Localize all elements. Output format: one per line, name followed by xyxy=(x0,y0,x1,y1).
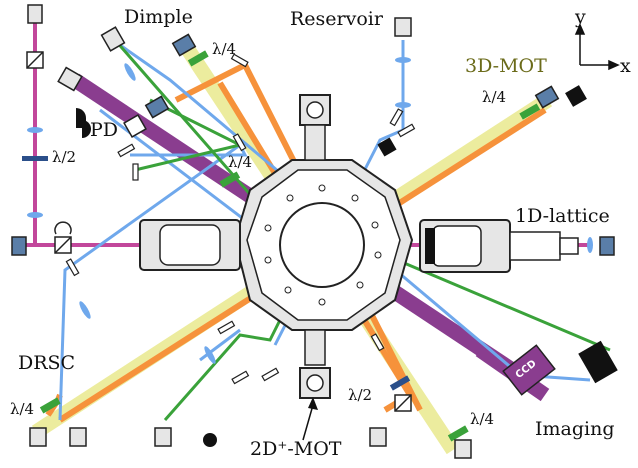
top-port xyxy=(299,94,331,161)
label-2d-mot: 2D⁺-MOT xyxy=(250,438,342,460)
beam-dump-icon xyxy=(76,85,618,447)
axes-icon xyxy=(574,23,620,71)
label-1d-lattice: 1D-lattice xyxy=(515,205,610,227)
label-dimple: Dimple xyxy=(124,6,193,28)
mot2d-arrow xyxy=(302,397,318,441)
waveplate-label-quarter-dimple: λ/4 xyxy=(212,40,237,58)
camera-icon xyxy=(502,344,556,396)
right-port xyxy=(419,219,579,273)
waveplate-label-quarter-3dmot: λ/4 xyxy=(482,88,507,106)
label-3d-mot: 3D-MOT xyxy=(465,55,547,77)
label-reservoir: Reservoir xyxy=(290,8,383,30)
photodiode-icon xyxy=(82,120,91,138)
lens-icon xyxy=(27,57,593,364)
waveplate-label-half-bottom: λ/2 xyxy=(348,386,373,404)
vacuum-chamber xyxy=(233,159,414,331)
axis-label-y: y xyxy=(575,6,586,28)
label-drsc: DRSC xyxy=(18,352,76,374)
waveplate-label-quarter-drsc: λ/4 xyxy=(10,400,35,418)
waveplate-label-quarter-center: λ/4 xyxy=(228,153,253,171)
rotation-mount-icon xyxy=(54,221,72,235)
waveplate-label-half-left: λ/2 xyxy=(52,148,77,166)
fiber-coupler-icon xyxy=(11,4,615,459)
beam-splitter-icon xyxy=(26,51,412,412)
axis-label-x: x xyxy=(620,55,631,77)
bottom-port xyxy=(299,329,331,399)
label-imaging: Imaging xyxy=(535,418,615,440)
mirror-icon xyxy=(65,53,416,385)
label-pd: PD xyxy=(90,119,119,141)
left-port xyxy=(139,219,241,271)
waveplate-label-quarter-bottom: λ/4 xyxy=(470,410,495,428)
waveplate-bars xyxy=(22,50,541,442)
